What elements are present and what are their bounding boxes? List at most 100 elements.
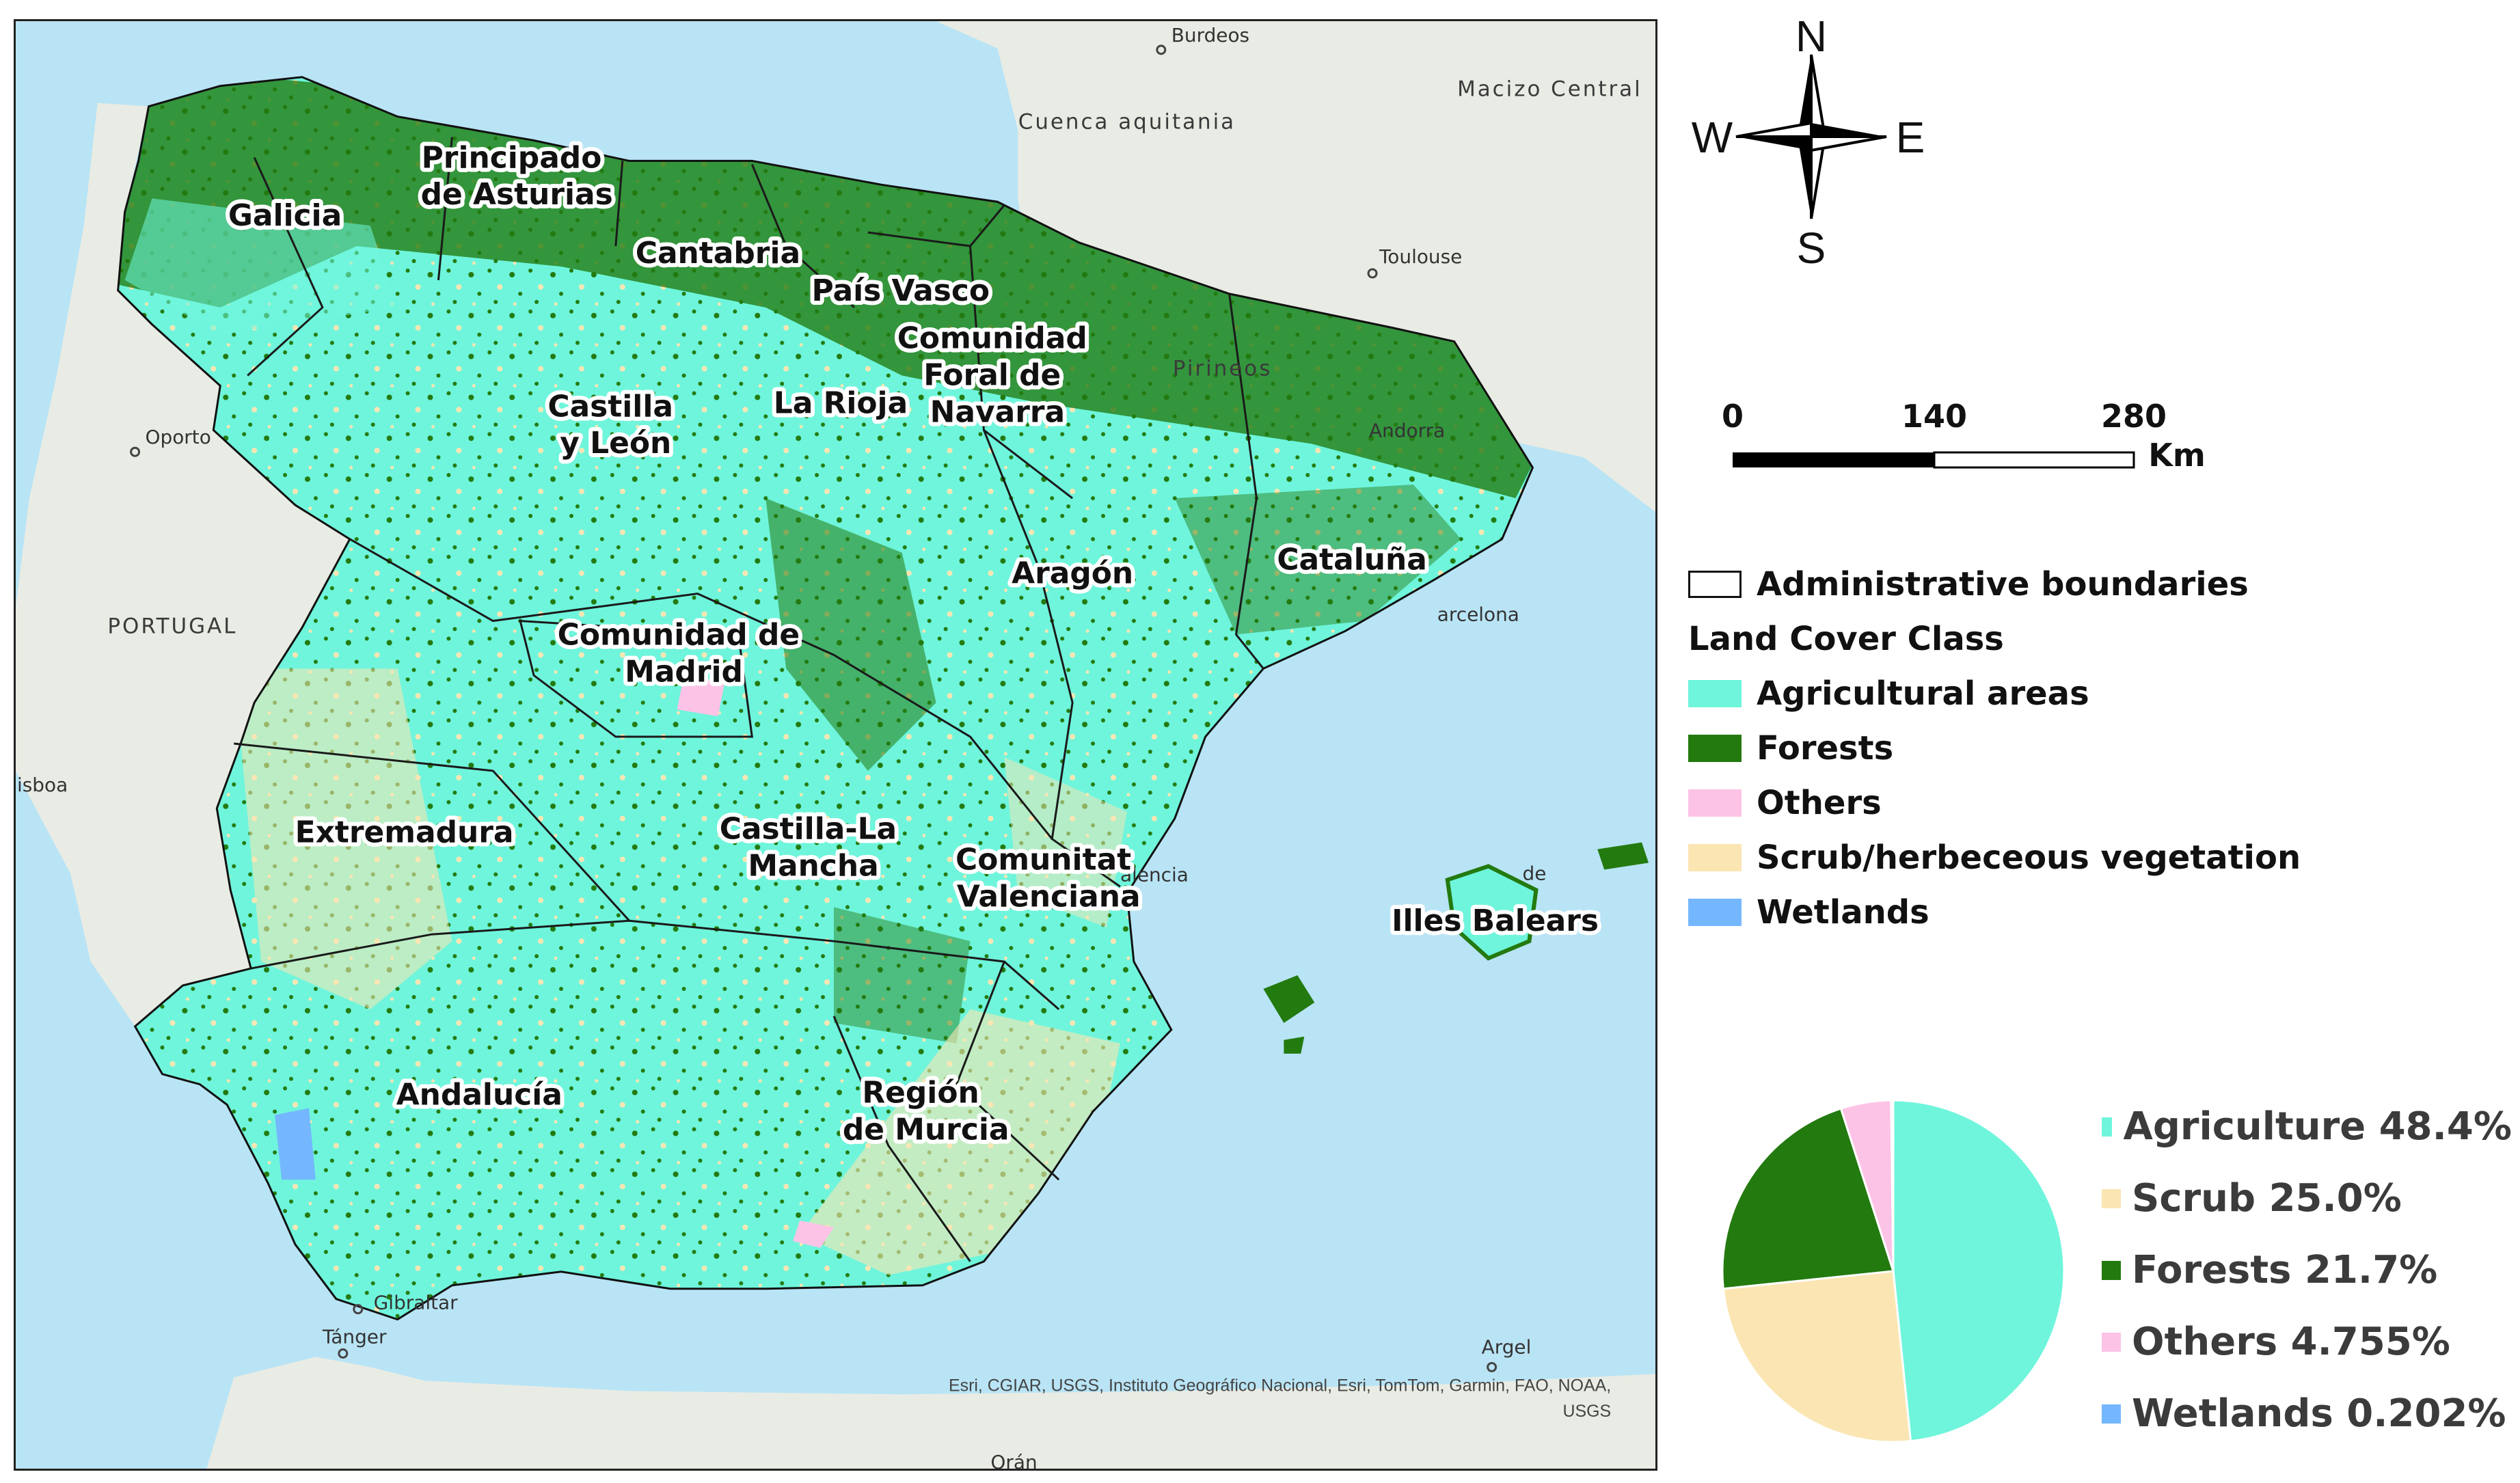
region-label-murcia-line1: Región	[862, 1076, 979, 1111]
label-burdeos: Burdeos	[1171, 24, 1249, 46]
compass-e: E	[1896, 113, 1925, 162]
pie-legend-swatch-scrub	[2102, 1188, 2121, 1208]
scale-unit: Km	[2148, 437, 2206, 474]
scale-tick-280: 280	[2101, 398, 2167, 435]
label-barcelona: arcelona	[1437, 603, 1519, 626]
pie-legend-row-forests: Forests 21.7%	[2102, 1234, 2512, 1306]
region-label-castilla-leon-line1: Castilla	[547, 389, 673, 424]
region-label-valenciana-line1: Comunitat	[956, 842, 1131, 877]
pie-slice-agriculture	[1892, 1099, 2065, 1443]
pie-legend-scrub: Scrub 25.0%	[2132, 1176, 2402, 1221]
legend-label-others: Others	[1757, 784, 1882, 822]
region-label-valenciana-line2: Valenciana	[957, 879, 1141, 914]
mallorca	[1445, 864, 1539, 961]
region-label-castilla-la-mancha: Castilla-La Mancha	[720, 812, 908, 884]
region-label-murcia: Región de Murcia	[843, 1076, 1010, 1147]
pie-legend-swatch-forests	[2102, 1260, 2121, 1280]
pie-slice-forests	[1721, 1107, 1895, 1290]
compass-rose-icon	[1735, 54, 1887, 219]
basemap-labels: Burdeos Macizo Central Cuenca aquitania …	[17, 24, 1642, 1469]
scale-bar: 0 140 280 Km	[1722, 398, 2206, 474]
region-label-aragon: Aragón	[1012, 556, 1133, 591]
legend-row-boundaries: Administrative boundaries	[1688, 557, 2495, 612]
admin-boundaries	[234, 137, 1264, 1262]
label-oran: Orán	[990, 1451, 1037, 1469]
region-label-navarra: Comunidad Foral de Navarra	[897, 321, 1098, 430]
pie-legend-row-agriculture: Agriculture 48.4%	[2102, 1091, 2512, 1162]
forests-swatch	[1688, 735, 1742, 762]
label-gibraltar: Gibraltar	[374, 1292, 458, 1314]
legend-label-wetlands: Wetlands	[1757, 893, 1929, 931]
pie-legend-swatch-agriculture	[2102, 1117, 2113, 1137]
pie-legend-row-scrub: Scrub 25.0%	[2102, 1162, 2512, 1234]
label-cuenca-aquitania: Cuenca aquitania	[1018, 110, 1236, 135]
label-macizo-central: Macizo Central	[1457, 77, 1642, 102]
region-label-castilla-leon-line2: y León	[560, 426, 671, 461]
legend-row-wetlands: Wetlands	[1688, 885, 2495, 940]
scale-tick-0: 0	[1722, 398, 1744, 435]
pie-slice-wetlands	[1890, 1099, 1895, 1272]
region-labels: Galicia Principado de Asturias Cantabria…	[224, 136, 1603, 1151]
region-label-navarra-line3: Navarra	[930, 394, 1065, 429]
label-toulouse: Toulouse	[1379, 245, 1462, 268]
region-label-castilla-leon: Castilla y León	[547, 389, 683, 461]
region-label-murcia-line2: de Murcia	[843, 1112, 1010, 1147]
region-label-pais-vasco: País Vasco	[812, 273, 990, 308]
north-arrow: N S W E	[1692, 14, 1925, 267]
legend-label-agricultural: Agricultural areas	[1757, 675, 2089, 713]
map-legend: Administrative boundaries Land Cover Cla…	[1688, 557, 2495, 940]
pie-legend-row-wetlands: Wetlands 0.202%	[2102, 1378, 2512, 1450]
pie-legend-others: Others 4.755%	[2132, 1320, 2450, 1364]
region-label-navarra-line2: Foral de	[923, 357, 1061, 392]
pie-legend-wetlands: Wetlands 0.202%	[2132, 1391, 2506, 1436]
legend-boundaries-label: Administrative boundaries	[1757, 565, 2249, 603]
region-label-madrid-line2: Madrid	[625, 654, 743, 689]
pie-legend-swatch-others	[2102, 1332, 2121, 1352]
map-panel[interactable]: Burdeos Macizo Central Cuenca aquitania …	[14, 19, 1657, 1471]
label-palma: de	[1522, 862, 1546, 884]
pie-legend-row-others: Others 4.755%	[2102, 1306, 2512, 1378]
label-lisboa: isboa	[17, 774, 68, 796]
formentera	[1284, 1036, 1305, 1054]
region-label-asturias-line1: Principado	[422, 140, 602, 175]
ibiza	[1263, 975, 1315, 1023]
region-label-castilla-la-mancha-line1: Castilla-La	[720, 812, 897, 847]
boundary-swatch	[1688, 571, 1742, 598]
others-swatch	[1688, 789, 1742, 817]
label-portugal: PORTUGAL	[107, 614, 237, 638]
wetlands-swatch	[1688, 899, 1742, 926]
map-credits-line1: Esri, CGIAR, USGS, Instituto Geográfico …	[949, 1376, 1611, 1395]
portugal-land	[16, 103, 350, 1085]
label-tanger: Tánger	[322, 1326, 387, 1348]
scrub-swatch	[1688, 844, 1742, 871]
region-label-cantabria: Cantabria	[636, 236, 800, 271]
compass-w: W	[1692, 113, 1733, 162]
region-label-la-rioja: La Rioja	[774, 385, 908, 420]
pie-legend-swatch-wetlands	[2102, 1404, 2121, 1424]
legend-row-others: Others	[1688, 776, 2495, 830]
region-label-valenciana: Comunitat Valenciana	[956, 842, 1141, 914]
label-valencia: alencia	[1120, 863, 1189, 886]
pie-slice-scrub	[1722, 1270, 1912, 1443]
menorca	[1597, 842, 1649, 870]
pie-legend-forests: Forests 21.7%	[2132, 1248, 2438, 1292]
region-label-navarra-line1: Comunidad	[897, 321, 1087, 356]
pie-legend: Agriculture 48.4% Scrub 25.0% Forests 21…	[2102, 1091, 2512, 1450]
compass-s: S	[1797, 223, 1826, 267]
scale-segment-white	[1933, 451, 2135, 469]
legend-row-scrub: Scrub/herbeceous vegetation	[1688, 830, 2495, 885]
region-label-castilla-la-mancha-line2: Mancha	[748, 848, 878, 883]
legend-label-scrub: Scrub/herbeceous vegetation	[1757, 839, 2301, 877]
iberia-land-cover-map: Burdeos Macizo Central Cuenca aquitania …	[16, 21, 1655, 1469]
label-argel: Argel	[1482, 1335, 1532, 1358]
region-label-madrid: Comunidad de Madrid	[558, 617, 811, 689]
compass-n: N	[1796, 14, 1827, 61]
legend-title: Land Cover Class	[1688, 620, 2004, 658]
land-cover-pie-chart	[1719, 1097, 2068, 1445]
pie-svg	[1721, 1099, 2065, 1443]
region-label-andalucia: Andalucía	[396, 1078, 563, 1113]
region-label-extremadura: Extremadura	[295, 815, 514, 850]
pie-legend-agriculture: Agriculture 48.4%	[2123, 1104, 2512, 1149]
agricultural-swatch	[1688, 680, 1742, 707]
scale-tick-140: 140	[1901, 398, 1967, 435]
